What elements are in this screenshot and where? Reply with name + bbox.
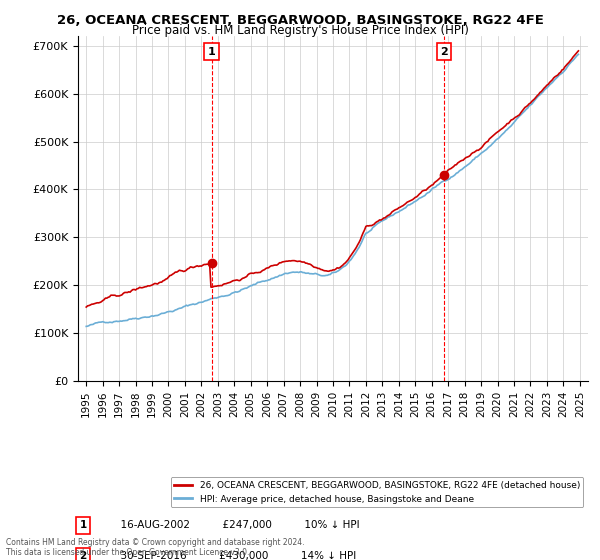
Text: 26, OCEANA CRESCENT, BEGGARWOOD, BASINGSTOKE, RG22 4FE: 26, OCEANA CRESCENT, BEGGARWOOD, BASINGS…: [56, 14, 544, 27]
Legend: 26, OCEANA CRESCENT, BEGGARWOOD, BASINGSTOKE, RG22 4FE (detached house), HPI: Av: 26, OCEANA CRESCENT, BEGGARWOOD, BASINGS…: [170, 478, 583, 507]
Text: Price paid vs. HM Land Registry's House Price Index (HPI): Price paid vs. HM Land Registry's House …: [131, 24, 469, 36]
Text: 16-AUG-2002          £247,000          10% ↓ HPI: 16-AUG-2002 £247,000 10% ↓ HPI: [114, 520, 359, 530]
Text: Contains HM Land Registry data © Crown copyright and database right 2024.
This d: Contains HM Land Registry data © Crown c…: [6, 538, 305, 557]
Text: 2: 2: [440, 46, 448, 57]
Text: 2: 2: [79, 552, 87, 560]
Text: 1: 1: [208, 46, 215, 57]
Text: 30-SEP-2016          £430,000          14% ↓ HPI: 30-SEP-2016 £430,000 14% ↓ HPI: [114, 552, 356, 560]
Text: 1: 1: [79, 520, 87, 530]
